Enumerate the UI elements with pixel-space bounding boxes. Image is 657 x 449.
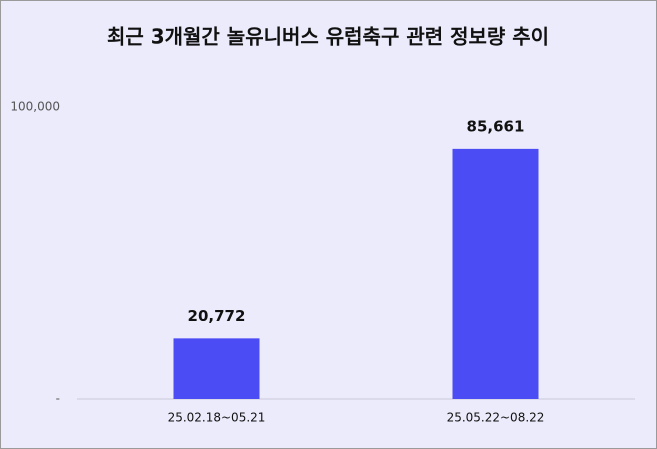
chart-title: 최근 3개월간 놀유니버스 유럽축구 관련 정보량 추이 bbox=[107, 25, 549, 49]
bar bbox=[173, 338, 260, 399]
y-tick-label: - bbox=[56, 392, 60, 406]
y-tick-label: 100,000 bbox=[10, 100, 60, 114]
x-tick-label: 25.05.22~08.22 bbox=[447, 411, 545, 425]
x-tick-label: 25.02.18~05.21 bbox=[168, 411, 266, 425]
value-label: 85,661 bbox=[467, 117, 525, 135]
bar bbox=[452, 148, 539, 399]
value-label: 20,772 bbox=[188, 307, 246, 325]
